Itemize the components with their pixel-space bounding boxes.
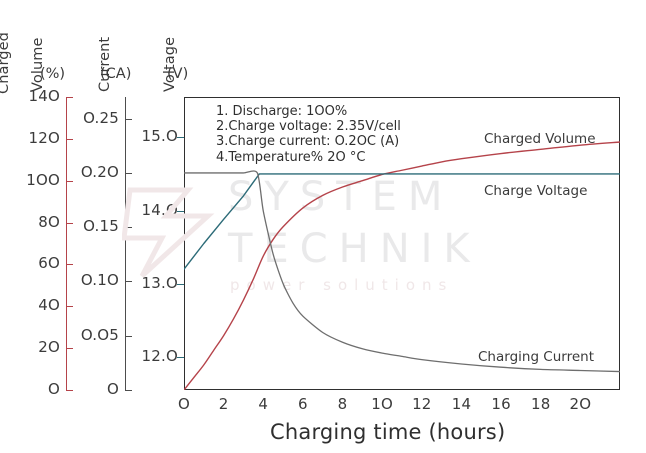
annotation-item-4: 4.Temperature% 2O °C (216, 149, 366, 165)
ytick-mark-charged-volume (66, 264, 73, 266)
axis-label-charged: Charged (0, 32, 12, 94)
axis-unit-volume: (%) (40, 66, 66, 82)
ytick-mark-charged-volume (66, 348, 73, 350)
series-label-charged-volume: Charged Volume (484, 131, 596, 147)
axis-label-voltage: Voltage (162, 36, 178, 92)
xtick-label: 4 (258, 395, 269, 413)
ytick-mark-voltage (177, 210, 184, 212)
ytick-label-charged-volume: 2O (38, 338, 60, 357)
ytick-label-voltage: 13.O (141, 273, 178, 292)
ytick-mark-current (125, 118, 132, 120)
annotation-item-3: 3.Charge current: O.2OC (A) (216, 134, 400, 150)
series-curves (184, 141, 620, 390)
axis-spine-volume (66, 97, 67, 390)
ytick-label-current: O.2O (80, 162, 119, 181)
curve-charge-voltage (184, 173, 620, 270)
ytick-label-current: O.O5 (80, 325, 119, 344)
ytick-label-charged-volume: 12O (28, 128, 60, 147)
ytick-mark-charged-volume (66, 97, 73, 98)
ytick-label-charged-volume: 4O (38, 296, 60, 315)
ytick-label-voltage: 14.O (141, 200, 178, 219)
ytick-mark-current (125, 227, 132, 229)
ytick-mark-voltage (177, 137, 184, 139)
ytick-label-current: O.25 (83, 108, 119, 127)
series-label-charge-voltage: Charge Voltage (484, 183, 588, 199)
xtick-label: 2 (218, 395, 229, 413)
ytick-label-charged-volume: 1OO (26, 170, 60, 189)
ytick-mark-voltage (177, 357, 184, 359)
axis-unit-voltage: (V) (167, 66, 189, 82)
ytick-label-charged-volume: 8O (38, 212, 60, 231)
curve-charging-current (184, 170, 620, 373)
axis-spine-current (125, 97, 126, 390)
ytick-mark-charged-volume (66, 390, 73, 391)
annotation-item-1: 1. Discharge: 1OO% (216, 104, 348, 119)
ytick-mark-current (125, 335, 132, 337)
curve-charged-volume (184, 141, 620, 390)
ytick-mark-charged-volume (66, 180, 73, 182)
ytick-label-charged-volume: 14O (28, 87, 60, 105)
ytick-mark-voltage (177, 283, 184, 285)
ytick-mark-charged-volume (66, 222, 73, 224)
xtick-label: 8 (337, 395, 348, 413)
axis-unit-current: (CA) (100, 66, 132, 82)
axis-label-volume: Volume (30, 37, 46, 92)
ytick-mark-current (125, 281, 132, 283)
annotation-item-2: 2.Charge voltage: 2.35V/cell (216, 119, 401, 135)
xtick-label: 14 (451, 395, 472, 413)
ytick-label-current: O.1O (80, 271, 119, 290)
ytick-label-voltage: 12.O (141, 347, 178, 366)
xtick-label: 16 (491, 395, 511, 413)
ytick-label-charged-volume: O (47, 380, 60, 398)
xtick-label: O (177, 395, 190, 413)
xtick-label: 1O (371, 395, 394, 413)
xtick-label: 6 (298, 395, 308, 413)
ytick-label-voltage: 15.O (141, 127, 178, 146)
ytick-label-charged-volume: 6O (38, 254, 60, 273)
ytick-mark-current (125, 172, 132, 174)
ytick-mark-charged-volume (66, 306, 73, 308)
xtick-label: 12 (412, 395, 432, 413)
axis-label-current: Current (97, 36, 113, 92)
ytick-label-current: O (106, 380, 119, 398)
xtick-label: 2O (569, 395, 592, 413)
annotation-list: 1. Discharge: 1OO% 2.Charge voltage: 2.3… (216, 104, 401, 165)
series-label-charging-current: Charging Current (478, 349, 595, 365)
ytick-mark-charged-volume (66, 138, 73, 140)
xtick-label: 18 (530, 395, 551, 413)
x-axis-title: Charging time (hours) (270, 420, 506, 444)
ytick-mark-current (125, 390, 132, 391)
ytick-label-current: O.15 (83, 217, 119, 236)
